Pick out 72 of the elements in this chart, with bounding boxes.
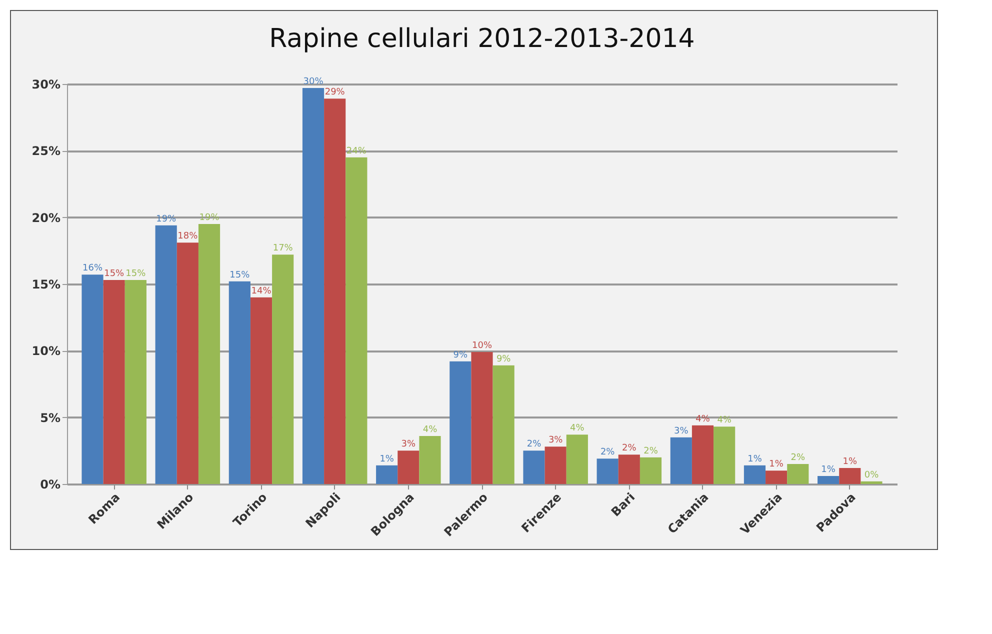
data-label: 18% xyxy=(178,232,198,242)
bar xyxy=(324,98,346,484)
bar xyxy=(376,465,398,484)
data-label: 9% xyxy=(453,350,468,360)
bar xyxy=(302,88,324,484)
data-label: 3% xyxy=(401,440,416,450)
bar xyxy=(450,361,472,484)
bar xyxy=(398,450,420,484)
data-label: 4% xyxy=(570,424,585,434)
bar xyxy=(766,470,788,484)
data-label: 1% xyxy=(821,465,836,475)
data-label: 0% xyxy=(864,470,880,480)
bar xyxy=(228,281,250,484)
chart-title: Rapine cellulari 2012-2013-2014 xyxy=(269,24,695,54)
y-tick-label: 25% xyxy=(32,144,60,158)
data-label: 15% xyxy=(230,270,250,280)
data-label: 2% xyxy=(790,453,806,463)
data-label: 30% xyxy=(303,77,324,87)
y-tick-label: 15% xyxy=(32,278,60,292)
bar xyxy=(596,458,618,484)
data-label: 4% xyxy=(717,416,732,426)
bar xyxy=(618,454,640,484)
bar xyxy=(155,225,177,484)
bar xyxy=(82,274,104,484)
bar xyxy=(103,280,125,484)
data-label: 1% xyxy=(769,460,784,470)
bar xyxy=(860,481,882,484)
data-label: 4% xyxy=(696,414,710,424)
y-tick-label: 10% xyxy=(32,344,60,358)
bar xyxy=(124,280,146,484)
data-label: 29% xyxy=(324,88,346,98)
data-label: 16% xyxy=(82,264,103,274)
data-label: 10% xyxy=(472,341,492,351)
bar xyxy=(272,254,294,484)
data-label: 2% xyxy=(526,440,542,450)
bar xyxy=(839,468,861,484)
bar xyxy=(566,434,588,484)
y-tick-label: 5% xyxy=(40,410,60,425)
data-label: 2% xyxy=(644,446,658,456)
bar xyxy=(419,436,441,484)
data-label: 2% xyxy=(600,448,616,458)
y-tick-label: 30% xyxy=(32,78,60,92)
bar xyxy=(176,242,198,484)
data-label: 1% xyxy=(380,454,394,464)
data-label: 14% xyxy=(251,286,272,296)
data-label: 15% xyxy=(126,269,146,279)
bar xyxy=(523,450,545,484)
bar xyxy=(198,224,220,484)
data-label: 9% xyxy=(496,354,512,364)
bar xyxy=(692,425,714,484)
bar xyxy=(787,464,809,484)
bar xyxy=(714,426,736,484)
bar xyxy=(346,157,368,484)
data-label: 15% xyxy=(104,269,125,279)
y-tick-label: 0% xyxy=(40,478,60,492)
data-label: 17% xyxy=(272,244,294,254)
bar xyxy=(544,446,566,484)
bar xyxy=(471,352,493,484)
data-label: 19% xyxy=(156,214,177,224)
data-label: 1% xyxy=(842,457,858,467)
data-label: 3% xyxy=(548,436,564,446)
bar xyxy=(640,457,662,484)
data-label: 4% xyxy=(422,425,438,435)
data-label: 3% xyxy=(674,426,689,436)
bar xyxy=(250,297,272,484)
y-tick-label: 20% xyxy=(32,210,60,225)
data-label: 2% xyxy=(622,444,637,454)
bar xyxy=(670,437,692,484)
bar xyxy=(818,476,840,484)
bar xyxy=(492,365,514,484)
data-label: 1% xyxy=(748,454,762,464)
bar xyxy=(744,465,766,484)
